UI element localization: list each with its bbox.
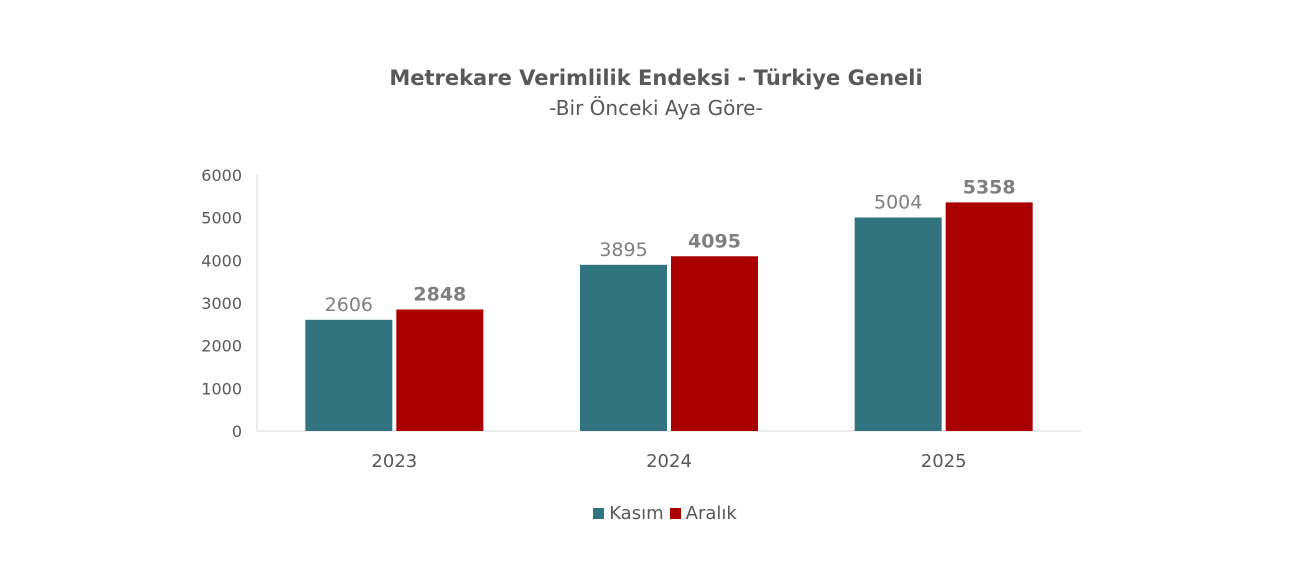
y-tick-label: 6000 xyxy=(201,166,242,185)
legend-item-aralik: Aralık xyxy=(669,503,737,524)
x-tick-label: 2025 xyxy=(921,451,967,472)
y-tick-label: 4000 xyxy=(201,251,242,270)
chart-title: Metrekare Verimlilik Endeksi - Türkiye G… xyxy=(389,66,923,90)
data-label: 2848 xyxy=(413,283,466,305)
data-label: 2606 xyxy=(325,294,373,316)
bar-aralk-2025 xyxy=(945,202,1033,431)
x-tick-label: 2023 xyxy=(371,451,417,472)
bar-kasm-2025 xyxy=(854,217,942,431)
y-tick-label: 3000 xyxy=(201,294,242,313)
bar-kasm-2024 xyxy=(580,264,667,431)
y-tick-label: 2000 xyxy=(201,337,242,356)
legend-item-kasim: Kasım xyxy=(593,503,664,524)
chart-legend: Kasım Aralık xyxy=(0,503,1292,524)
y-tick-label: 0 xyxy=(232,422,242,441)
y-tick-label: 1000 xyxy=(201,379,242,398)
y-tick-label: 5000 xyxy=(201,209,242,228)
data-label: 3895 xyxy=(599,239,647,261)
legend-swatch-kasim xyxy=(593,508,605,519)
data-label: 5004 xyxy=(874,191,922,213)
bar-aralk-2023 xyxy=(396,309,484,431)
data-label: 5358 xyxy=(963,176,1016,198)
bar-kasm-2023 xyxy=(305,319,393,431)
x-tick-label: 2024 xyxy=(646,451,692,472)
legend-swatch-aralik xyxy=(669,508,681,519)
legend-label-kasim: Kasım xyxy=(609,503,664,524)
legend-label-aralik: Aralık xyxy=(685,503,737,524)
data-label: 4095 xyxy=(688,230,741,252)
bar-aralk-2024 xyxy=(671,256,758,431)
chart-subtitle: -Bir Önceki Aya Göre- xyxy=(549,96,763,120)
